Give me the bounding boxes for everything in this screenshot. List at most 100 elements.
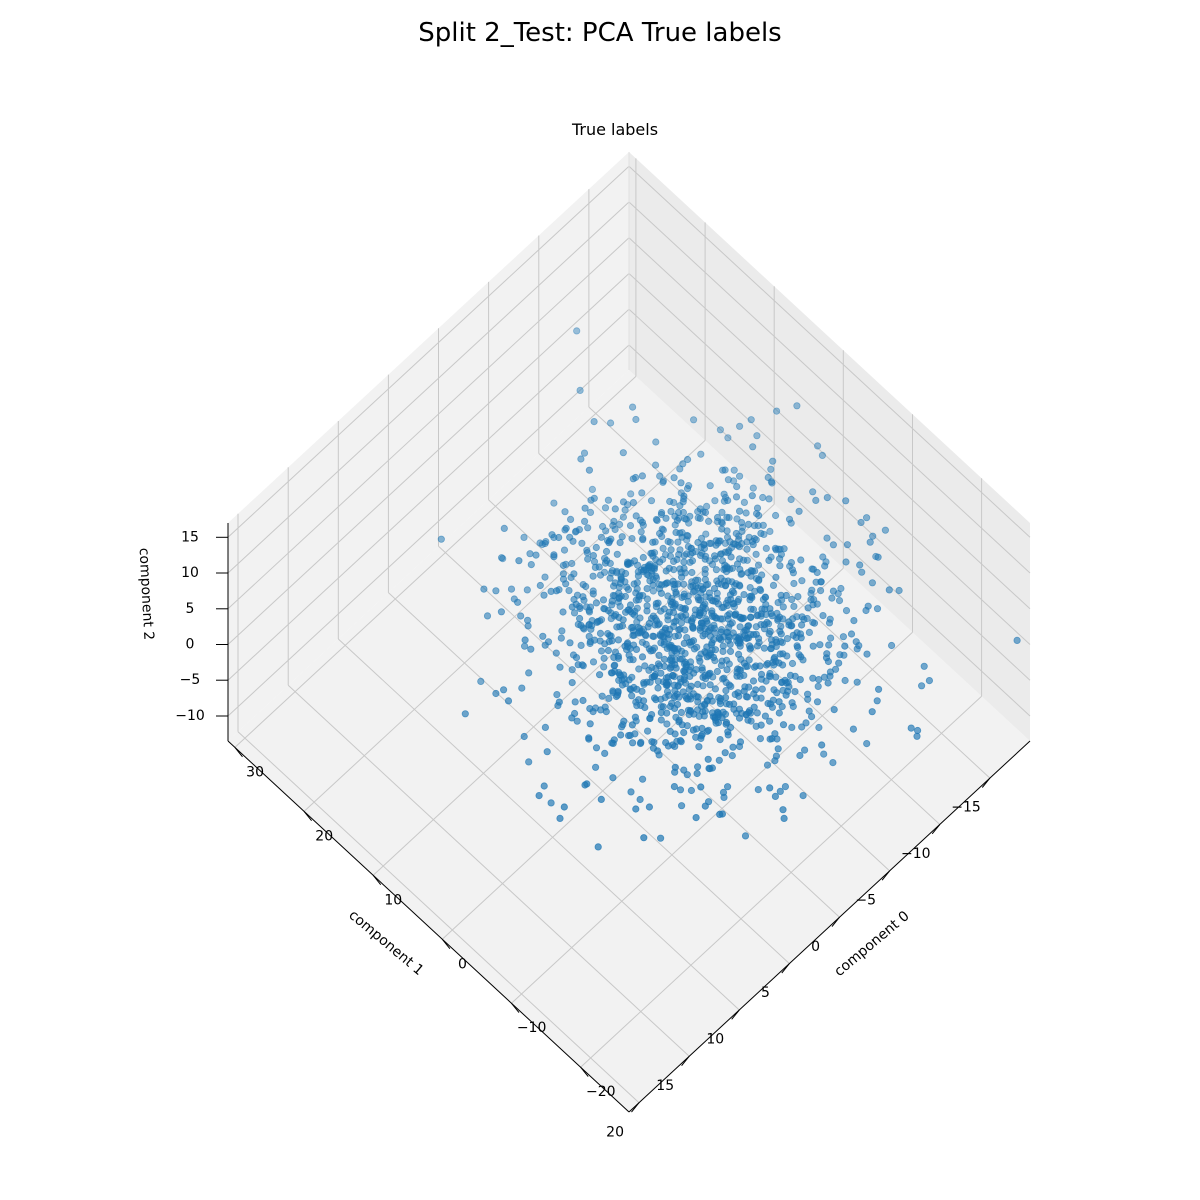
data-point <box>581 781 589 789</box>
figure-title: Split 2_Test: PCA True labels <box>418 18 782 48</box>
data-point <box>746 645 754 653</box>
data-point <box>697 783 705 791</box>
data-point <box>716 810 724 819</box>
data-point <box>643 607 651 615</box>
data-point <box>825 619 834 627</box>
data-point <box>713 594 721 603</box>
data-point <box>595 671 604 679</box>
data-point <box>641 703 649 712</box>
data-point <box>761 712 770 720</box>
data-point <box>480 585 488 593</box>
data-point <box>539 632 547 640</box>
data-point <box>841 676 849 685</box>
data-point <box>764 659 772 668</box>
data-point <box>670 474 678 482</box>
data-point <box>675 626 683 634</box>
data-point <box>676 786 685 794</box>
data-point <box>734 650 743 659</box>
data-point <box>568 666 576 674</box>
data-point <box>601 749 609 758</box>
data-point <box>497 554 506 562</box>
data-point <box>659 478 667 486</box>
data-point <box>713 513 722 522</box>
data-point <box>680 492 688 500</box>
data-point <box>766 627 774 636</box>
data-point <box>837 584 845 593</box>
data-point <box>701 565 709 573</box>
data-point <box>540 591 548 599</box>
data-point <box>650 738 658 746</box>
data-point <box>507 585 516 593</box>
data-point <box>825 641 833 649</box>
data-point <box>747 416 755 424</box>
data-point <box>710 584 719 593</box>
z-tick-label: −10 <box>175 708 205 724</box>
data-point <box>624 731 633 740</box>
data-point <box>749 484 757 492</box>
data-point <box>671 763 679 771</box>
data-point <box>787 558 796 567</box>
data-point <box>651 461 660 469</box>
data-point <box>873 605 882 613</box>
data-point <box>687 663 695 671</box>
data-point <box>586 508 595 517</box>
data-point <box>628 403 637 411</box>
data-point <box>722 718 731 727</box>
data-point <box>643 727 652 735</box>
data-point <box>797 556 805 564</box>
data-point <box>769 696 777 704</box>
data-point <box>749 541 757 549</box>
data-point <box>841 642 849 650</box>
data-point <box>711 646 720 654</box>
data-point <box>611 505 619 513</box>
data-point <box>776 787 784 796</box>
data-point <box>1013 636 1021 645</box>
data-point <box>627 490 635 498</box>
data-point <box>461 710 469 718</box>
data-point <box>724 476 733 484</box>
data-point <box>673 690 681 698</box>
data-point <box>677 479 685 487</box>
data-point <box>857 518 865 527</box>
data-point <box>536 581 544 590</box>
data-point <box>525 758 533 766</box>
data-point <box>676 736 685 745</box>
data-point <box>598 522 607 531</box>
y-tick-label: −10 <box>901 846 931 862</box>
data-point <box>772 638 781 646</box>
data-point <box>559 570 568 578</box>
data-point <box>662 681 670 689</box>
x-tick-label: −20 <box>586 1084 616 1100</box>
data-point <box>733 515 741 523</box>
data-point <box>702 615 710 623</box>
data-point <box>765 556 773 565</box>
data-point <box>777 550 786 559</box>
data-point <box>874 553 882 561</box>
data-point <box>775 659 783 667</box>
data-point <box>716 615 725 623</box>
data-point <box>662 514 670 522</box>
data-point <box>754 521 762 530</box>
data-point <box>724 434 732 442</box>
data-point <box>638 472 647 480</box>
data-point <box>701 672 709 680</box>
data-point <box>826 672 834 680</box>
data-point <box>729 540 738 548</box>
data-point <box>665 564 673 572</box>
data-point <box>873 697 881 705</box>
data-point <box>574 661 582 669</box>
data-point <box>681 604 690 613</box>
data-point <box>793 402 801 410</box>
data-point <box>734 689 742 697</box>
data-point <box>673 555 681 564</box>
data-point <box>649 587 657 595</box>
data-point <box>701 575 710 584</box>
data-point <box>696 657 704 665</box>
x-tick-label: 10 <box>384 892 402 908</box>
data-point <box>743 538 751 546</box>
data-point <box>708 560 717 569</box>
data-point <box>548 531 556 539</box>
data-point <box>655 529 664 538</box>
data-point <box>499 686 508 694</box>
x-tick-label: 30 <box>246 764 264 780</box>
